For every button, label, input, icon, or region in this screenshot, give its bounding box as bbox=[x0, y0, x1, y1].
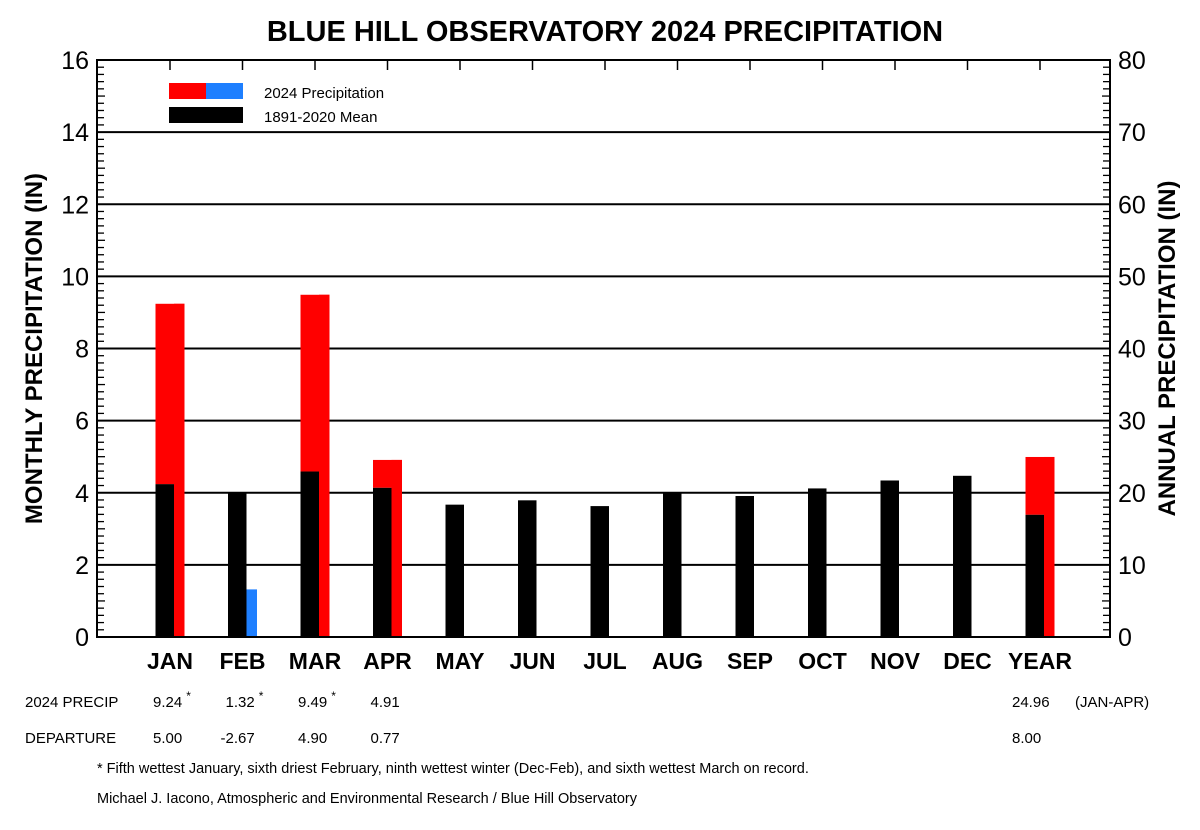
footnote-marker: * bbox=[331, 689, 336, 703]
legend-swatch-above bbox=[169, 83, 206, 99]
footnote-marker: * bbox=[258, 689, 264, 703]
x-tick-label: JUL bbox=[583, 648, 626, 674]
bar-mean-nov bbox=[880, 480, 899, 637]
bar-2024-apr bbox=[391, 459, 402, 637]
precip-row-label: 2024 PRECIP bbox=[25, 694, 119, 711]
y2-tick-label: 70 bbox=[1118, 119, 1146, 147]
bar-mean-apr bbox=[373, 487, 392, 637]
y2-tick-label: 40 bbox=[1118, 336, 1146, 364]
departure-value: 5.00 bbox=[153, 730, 183, 747]
y2-tick-label: 80 bbox=[1118, 47, 1146, 75]
precip-number: 4.91 bbox=[370, 694, 400, 711]
bar-mean-feb bbox=[228, 493, 247, 637]
precip-value: 1.32 * bbox=[225, 689, 264, 711]
legend-label-2024: 2024 Precipitation bbox=[264, 85, 384, 102]
y2-axis-title: ANNUAL PRECIPITATION (IN) bbox=[1154, 181, 1181, 517]
x-tick-label: MAR bbox=[289, 648, 342, 674]
departure-row-label: DEPARTURE bbox=[25, 730, 117, 747]
footnote: * Fifth wettest January, sixth driest Fe… bbox=[97, 761, 809, 777]
chart-title: BLUE HILL OBSERVATORY 2024 PRECIPITATION bbox=[266, 16, 944, 48]
y-tick-label: 0 bbox=[75, 624, 89, 652]
y-tick-label: 16 bbox=[61, 47, 89, 75]
precip-value: 4.91 bbox=[371, 694, 400, 711]
year-departure: 8.00 bbox=[1012, 730, 1042, 747]
y-tick-label: 2 bbox=[75, 552, 89, 580]
precip-number: 9.24 bbox=[153, 694, 183, 711]
y2-tick-label: 20 bbox=[1118, 480, 1146, 508]
legend-swatch-below bbox=[206, 83, 243, 99]
bar-2024-top-jan bbox=[155, 303, 185, 485]
bar-mean-jan bbox=[155, 484, 174, 637]
y-tick-label: 8 bbox=[75, 336, 89, 364]
x-tick-label: NOV bbox=[870, 648, 921, 674]
y2-tick-label: 50 bbox=[1118, 263, 1146, 291]
x-tick-label: YEAR bbox=[1008, 648, 1072, 674]
bar-mean-dec bbox=[953, 475, 972, 637]
x-tick-label: DEC bbox=[943, 648, 992, 674]
bar-mean-mar bbox=[300, 471, 319, 637]
precip-number: 9.49 bbox=[298, 694, 328, 711]
year-period: (JAN-APR) bbox=[1075, 694, 1150, 711]
x-tick-label: OCT bbox=[798, 648, 847, 674]
y-tick-label: 6 bbox=[75, 408, 89, 436]
credit: Michael J. Iacono, Atmospheric and Envir… bbox=[97, 791, 637, 807]
bar-2024-feb bbox=[246, 589, 257, 637]
departure-value: -2.67 bbox=[220, 730, 255, 747]
y-tick-label: 4 bbox=[75, 480, 89, 508]
y2-tick-label: 30 bbox=[1118, 408, 1146, 436]
x-tick-label: MAY bbox=[436, 648, 485, 674]
bar-mean-jun bbox=[518, 500, 537, 637]
y2-tick-label: 10 bbox=[1118, 552, 1146, 580]
y-axis-title: MONTHLY PRECIPITATION (IN) bbox=[21, 173, 48, 524]
footnote-marker: * bbox=[186, 689, 191, 703]
bar-mean-sep bbox=[735, 495, 754, 637]
bar-mean-aug bbox=[663, 493, 682, 637]
x-tick-label: FEB bbox=[220, 648, 266, 674]
bar-2024-top-mar bbox=[300, 294, 330, 472]
precip-value: 9.49 * bbox=[298, 689, 336, 711]
departure-value: 4.90 bbox=[298, 730, 328, 747]
bar-mean-jul bbox=[590, 506, 609, 637]
year-precip: 24.96 bbox=[1012, 694, 1050, 711]
y2-tick-label: 0 bbox=[1118, 624, 1132, 652]
x-tick-label: JUN bbox=[509, 648, 555, 674]
y2-tick-label: 60 bbox=[1118, 191, 1146, 219]
y-tick-label: 14 bbox=[61, 119, 89, 147]
x-tick-label: AUG bbox=[652, 648, 703, 674]
y-tick-label: 12 bbox=[61, 191, 89, 219]
bar-mean-may bbox=[445, 504, 464, 637]
precip-value: 9.24 * bbox=[153, 689, 191, 711]
precip-number: 1.32 bbox=[225, 694, 255, 711]
departure-value: 0.77 bbox=[370, 730, 400, 747]
bar-2024-year bbox=[1044, 456, 1055, 637]
x-tick-label: APR bbox=[363, 648, 412, 674]
x-tick-label: JAN bbox=[147, 648, 193, 674]
legend-swatch-mean bbox=[169, 107, 243, 123]
plot-frame bbox=[96, 59, 1111, 638]
bar-2024-top-apr bbox=[373, 459, 402, 488]
legend-label-mean: 1891-2020 Mean bbox=[264, 109, 377, 126]
y-tick-label: 10 bbox=[61, 263, 89, 291]
bar-mean-oct bbox=[808, 488, 827, 637]
bar-2024-top-year bbox=[1025, 456, 1055, 515]
x-tick-label: SEP bbox=[727, 648, 773, 674]
bar-mean-year bbox=[1025, 514, 1044, 637]
